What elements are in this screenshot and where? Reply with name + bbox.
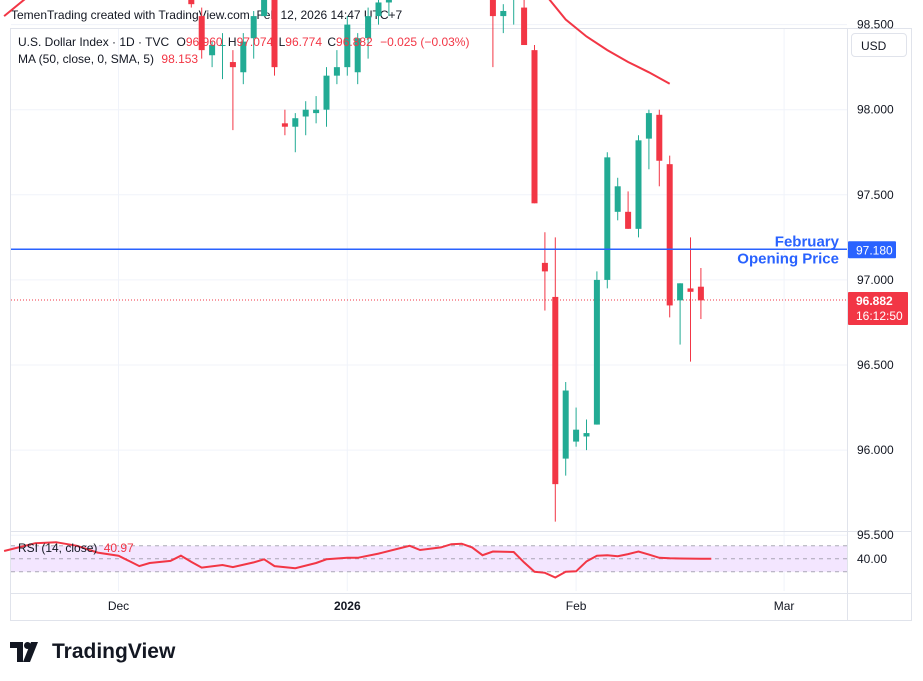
high-label: H <box>227 35 237 49</box>
candle-down[interactable] <box>229 62 236 68</box>
low-value: 96.774 <box>285 35 322 49</box>
brand-name: TradingView <box>52 640 176 663</box>
candle-down[interactable] <box>198 16 205 51</box>
symbol-legend[interactable]: U.S. Dollar Index · 1D · TVC O96.960 H97… <box>18 35 469 49</box>
last-price-label: 96.882 <box>856 294 893 308</box>
candle-down[interactable] <box>489 0 496 17</box>
tradingview-logo-icon <box>10 642 38 662</box>
candle-up[interactable] <box>333 67 340 76</box>
candle-up[interactable] <box>593 279 600 425</box>
candle-down[interactable] <box>687 288 694 292</box>
price-tick-label: 97.000 <box>857 273 894 287</box>
candle-up[interactable] <box>583 433 590 437</box>
candle-up[interactable] <box>573 429 580 442</box>
candle-up[interactable] <box>604 157 611 280</box>
candle-up[interactable] <box>562 390 569 459</box>
countdown-label: 16:12:50 <box>856 309 903 323</box>
ma-label[interactable]: MA (50, close, 0, SMA, 5) <box>18 52 155 66</box>
candle-up[interactable] <box>500 10 507 17</box>
price-tick-label: 98.500 <box>857 18 894 32</box>
rsi-axis-label: 40.00 <box>857 552 887 566</box>
close-label: C <box>327 35 337 49</box>
candle-up[interactable] <box>302 109 309 117</box>
price-tick-label: 95.500 <box>857 528 894 542</box>
candle-down[interactable] <box>541 262 548 272</box>
ma-legend[interactable]: MA (50, close, 0, SMA, 5) 98.153 <box>18 52 198 66</box>
candle-down[interactable] <box>531 50 538 204</box>
last-price-tag <box>848 291 908 325</box>
rsi-line[interactable] <box>3 541 712 579</box>
candle-up[interactable] <box>240 41 247 73</box>
change-value: −0.025 (−0.03%) <box>380 35 470 49</box>
candle-up[interactable] <box>209 45 216 56</box>
candle-down[interactable] <box>697 286 704 301</box>
price-tick-label: 98.000 <box>857 103 894 117</box>
price-tick-label: 97.500 <box>857 188 894 202</box>
candle-down[interactable] <box>281 123 288 127</box>
attribution-header: TemenTrading created with TradingView.co… <box>11 8 403 22</box>
candle-up[interactable] <box>645 113 652 139</box>
level-price-tag <box>848 241 896 259</box>
candle-up[interactable] <box>614 186 621 212</box>
ma-line[interactable] <box>3 0 671 85</box>
candle-down[interactable] <box>521 7 528 46</box>
price-tick-label: 96.500 <box>857 358 894 372</box>
rsi-value: 40.97 <box>103 541 134 555</box>
candle-up[interactable] <box>323 75 330 110</box>
open-value: 96.960 <box>185 35 223 49</box>
low-label: L <box>278 35 286 49</box>
candle-down[interactable] <box>625 211 632 229</box>
level-price-label: 97.180 <box>856 243 893 257</box>
candle-down[interactable] <box>271 0 278 68</box>
candle-up[interactable] <box>354 38 361 73</box>
close-value: 96.882 <box>336 35 373 49</box>
time-tick-label: Dec <box>108 599 129 613</box>
candle-up[interactable] <box>313 109 320 114</box>
time-tick-label: Mar <box>774 599 795 613</box>
chart-frame <box>10 28 912 621</box>
candle-up[interactable] <box>365 16 372 39</box>
candle-up[interactable] <box>385 0 392 3</box>
time-tick-label: Feb <box>566 599 587 613</box>
candle-up[interactable] <box>261 0 268 17</box>
rsi-label[interactable]: RSI (14, close) <box>18 541 98 555</box>
symbol-name[interactable]: U.S. Dollar Index · 1D · TVC <box>18 35 170 49</box>
candle-up[interactable] <box>635 140 642 229</box>
rsi-legend[interactable]: RSI (14, close) 40.97 <box>18 541 134 555</box>
candle-down[interactable] <box>188 0 195 5</box>
candle-down[interactable] <box>656 114 663 161</box>
tradingview-logo[interactable]: TradingView <box>10 640 175 664</box>
high-value: 97.074 <box>236 35 274 49</box>
open-label: O <box>176 35 186 49</box>
time-tick-label: 2026 <box>334 599 361 613</box>
candle-up[interactable] <box>344 24 351 68</box>
candle-down[interactable] <box>552 296 559 485</box>
candle-up[interactable] <box>375 2 382 17</box>
level-annotation-line2: Opening Price <box>737 250 839 267</box>
price-tick-label: 96.000 <box>857 443 894 457</box>
candle-up[interactable] <box>677 283 684 301</box>
ma-value: 98.153 <box>161 52 199 66</box>
candle-up[interactable] <box>250 16 257 39</box>
currency-button[interactable]: USD <box>851 33 907 57</box>
level-annotation-line1: February <box>775 233 840 250</box>
candle-down[interactable] <box>666 164 673 306</box>
candle-up[interactable] <box>292 118 299 127</box>
candle-up[interactable] <box>219 45 226 47</box>
